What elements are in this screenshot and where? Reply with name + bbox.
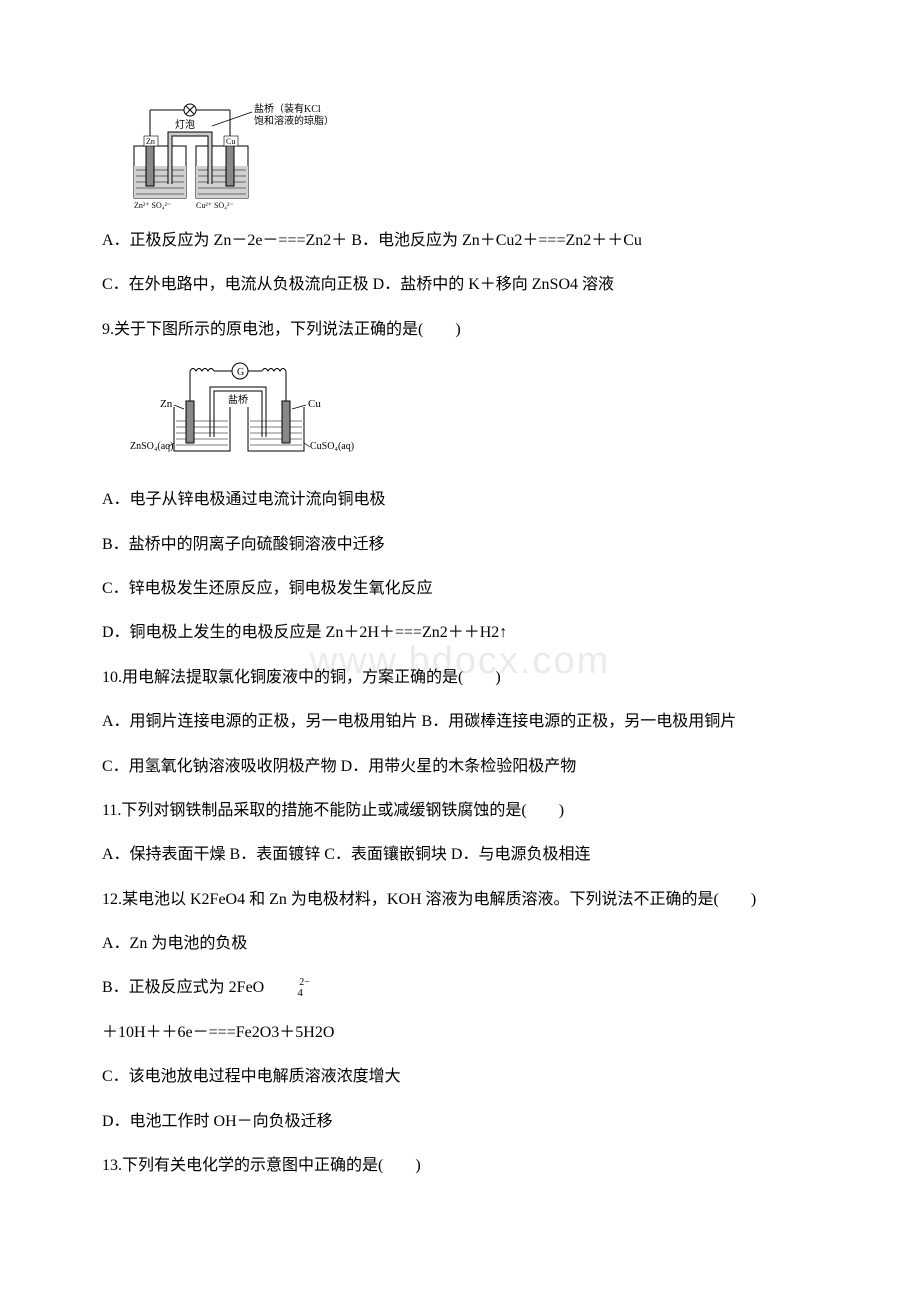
q10-option-cd: C．用氢氧化钠溶液吸收阴极产物 D．用带火星的木条检验阳极产物 [70,752,850,782]
bridge-label-2: 饱和溶液的琼脂） [254,114,334,127]
bridge-label-1: 盐桥（装有KCl [254,102,321,115]
q9-option-d: D．铜电极上发生的电极反应是 Zn＋2H＋===Zn2＋＋H2↑ [70,618,850,648]
q12-b-sub: 4 [265,983,303,1004]
right-sol-fig2: CuSO₄(aq) [310,441,354,452]
left-ion-fig1: Zn²⁺ SO₄²⁻ [134,201,171,210]
cu-label-fig2: Cu [308,398,321,410]
zn-label-fig1: Zn [146,137,155,146]
q10-stem: 10.用电解法提取氯化铜废液中的铜，方案正确的是( ) [70,663,850,693]
q8-option-ab: A．正极反应为 Zn－2e－===Zn2＋ B．电池反应为 Zn＋Cu2＋===… [70,226,850,256]
q9-option-b: B．盐桥中的阴离子向硫酸铜溶液中迁移 [70,530,850,560]
figure-q8: 灯泡 Zn Cu [130,100,850,210]
meter-label: G [237,367,244,378]
q10-option-ab: A．用铜片连接电源的正极，另一电极用铂片 B．用碳棒连接电源的正极，另一电极用铜… [70,707,850,737]
left-sol-fig2: ZnSO₄(aq) [130,441,173,452]
q13-stem: 13.下列有关电化学的示意图中正确的是( ) [70,1151,850,1181]
zn-label-fig2: Zn [160,398,173,410]
q9-option-c: C．锌电极发生还原反应，铜电极发生氧化反应 [70,574,850,604]
right-ion-fig1: Cu²⁺ SO₄²⁻ [196,201,234,210]
q12-option-b1: B．正极反应式为 2FeO2−4 [70,973,850,1003]
q12-b-pre: B．正极反应式为 2FeO [102,979,264,996]
figure-q9: G 盐桥 [130,359,850,469]
q12-option-b2: ＋10H＋＋6e－===Fe2O3＋5H2O [70,1018,850,1048]
q12-option-c: C．该电池放电过程中电解质溶液浓度增大 [70,1062,850,1092]
q11-options: A．保持表面干燥 B．表面镀锌 C．表面镶嵌铜块 D．与电源负极相连 [70,840,850,870]
q8-option-cd: C．在外电路中，电流从负极流向正极 D．盐桥中的 K＋移向 ZnSO4 溶液 [70,270,850,300]
q12-stem: 12.某电池以 K2FeO4 和 Zn 为电极材料，KOH 溶液为电解质溶液。下… [70,885,850,915]
q9-stem: 9.关于下图所示的原电池，下列说法正确的是( ) [70,315,850,345]
q9-option-a: A．电子从锌电极通过电流计流向铜电极 [70,485,850,515]
cu-label-fig1: Cu [226,137,235,146]
q12-option-a: A．Zn 为电池的负极 [70,929,850,959]
q11-stem: 11.下列对钢铁制品采取的措施不能防止或减缓钢铁腐蚀的是( ) [70,796,850,826]
bridge-label-fig2: 盐桥 [228,393,248,406]
q12-option-d: D．电池工作时 OH－向负极迁移 [70,1107,850,1137]
lamp-label: 灯泡 [175,118,195,131]
